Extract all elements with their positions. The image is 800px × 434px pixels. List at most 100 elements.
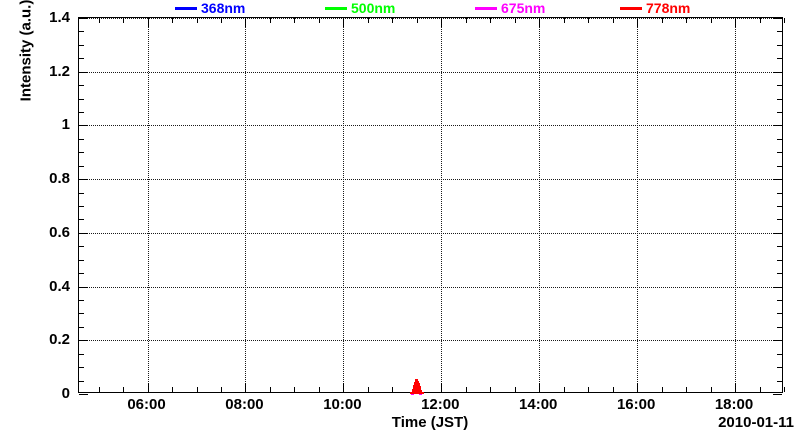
- axis-tick: [784, 387, 785, 392]
- axis-tick: [661, 18, 663, 23]
- y-tick-label: 0.2: [49, 331, 70, 349]
- axis-tick: [441, 383, 443, 392]
- axis-tick: [773, 286, 782, 288]
- axis-tick: [514, 18, 516, 23]
- gridline-vertical: [441, 18, 443, 392]
- data-point: [411, 393, 415, 396]
- axis-tick: [563, 387, 565, 392]
- axis-tick: [514, 387, 516, 392]
- axis-tick: [777, 219, 782, 221]
- axis-tick: [79, 192, 84, 194]
- axis-tick: [588, 18, 590, 23]
- axis-tick: [777, 192, 782, 194]
- axis-tick: [773, 71, 782, 73]
- axis-tick: [735, 383, 737, 392]
- axis-tick: [147, 18, 149, 27]
- axis-tick: [777, 98, 782, 100]
- axis-tick: [563, 18, 565, 23]
- axis-tick: [245, 18, 247, 27]
- axis-tick: [79, 112, 84, 113]
- legend-color-swatch-778nm: [620, 7, 642, 10]
- axis-tick: [612, 18, 614, 23]
- axis-tick: [79, 246, 84, 248]
- axis-tick: [220, 18, 222, 23]
- axis-tick: [710, 18, 712, 23]
- y-tick-label: 0.6: [49, 223, 70, 241]
- y-tick-label: 1.2: [49, 62, 70, 80]
- axis-tick: [79, 232, 88, 234]
- axis-tick: [465, 387, 467, 392]
- axis-tick: [196, 18, 198, 23]
- gridline-vertical: [245, 18, 247, 392]
- y-tick-label: 0.8: [49, 170, 70, 188]
- axis-tick: [773, 18, 782, 19]
- legend-label: 675nm: [501, 0, 546, 16]
- x-axis-title: Time (JST): [391, 414, 469, 431]
- data-series-675nm: [79, 18, 782, 395]
- data-point: [419, 392, 423, 395]
- axis-tick: [79, 44, 84, 46]
- axis-tick: [79, 394, 88, 395]
- axis-tick: [269, 387, 271, 392]
- axis-tick: [79, 85, 84, 87]
- axis-tick: [318, 18, 320, 23]
- axis-tick: [759, 387, 761, 392]
- axis-tick: [441, 18, 443, 27]
- axis-tick: [79, 273, 84, 275]
- legend-label: 368nm: [201, 0, 246, 16]
- legend-label: 500nm: [351, 0, 396, 16]
- axis-tick: [465, 18, 467, 23]
- axis-tick: [777, 259, 782, 261]
- gridline-horizontal: [79, 125, 782, 127]
- axis-tick: [79, 206, 84, 207]
- x-tick-label: 18:00: [714, 396, 754, 413]
- axis-tick: [773, 125, 782, 127]
- axis-tick: [392, 18, 394, 23]
- axis-tick: [539, 383, 541, 392]
- axis-tick: [777, 165, 782, 167]
- axis-tick: [735, 18, 737, 27]
- x-tick-label: 08:00: [225, 396, 264, 413]
- axis-tick: [777, 353, 782, 355]
- y-axis-title: Intensity (a.u.): [17, 0, 35, 102]
- axis-tick: [490, 387, 492, 392]
- legend-entry-778nm: 778nm: [620, 0, 690, 17]
- gridline-horizontal: [79, 18, 782, 19]
- axis-tick: [777, 44, 782, 46]
- y-tick-label: 1: [61, 116, 70, 134]
- data-point: [411, 392, 415, 395]
- axis-tick: [79, 259, 84, 261]
- axis-tick: [123, 18, 125, 23]
- data-point: [412, 385, 416, 394]
- axis-tick: [661, 387, 663, 392]
- axis-tick: [79, 125, 88, 127]
- axis-tick: [777, 206, 782, 207]
- data-series-778nm: [79, 18, 782, 395]
- axis-tick: [98, 387, 100, 392]
- axis-tick: [777, 300, 782, 301]
- legend-color-swatch-675nm: [475, 7, 497, 10]
- data-point: [420, 392, 424, 395]
- axis-tick: [612, 387, 614, 392]
- axis-tick: [79, 313, 84, 315]
- axis-tick: [416, 18, 418, 23]
- axis-tick: [490, 18, 492, 23]
- axis-tick: [318, 387, 320, 392]
- y-tick-label: 0: [61, 385, 70, 402]
- axis-tick: [294, 387, 296, 392]
- axis-tick: [79, 326, 84, 328]
- axis-tick: [172, 18, 174, 23]
- axis-tick: [777, 380, 782, 382]
- gridline-vertical: [539, 18, 541, 392]
- axis-tick: [777, 246, 782, 248]
- data-point: [412, 391, 416, 394]
- data-point: [419, 393, 423, 396]
- axis-tick: [759, 18, 761, 23]
- axis-tick: [220, 387, 222, 392]
- axis-tick: [79, 286, 88, 288]
- axis-tick: [147, 383, 149, 392]
- axis-tick: [777, 152, 782, 154]
- axis-tick: [79, 58, 84, 60]
- x-tick-label: 06:00: [127, 396, 166, 413]
- data-series-368nm: [79, 18, 782, 395]
